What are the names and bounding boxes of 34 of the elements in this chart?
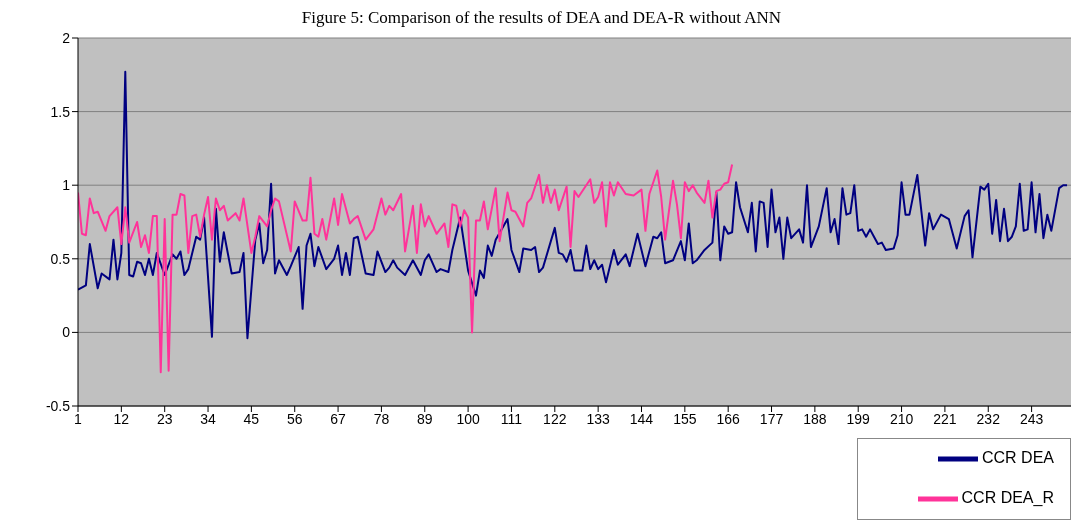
chart-title: Figure 5: Comparison of the results of DEA and DEA-R without ANN <box>301 8 782 27</box>
y-tick-label: 1.5 <box>50 103 71 120</box>
line-series <box>78 70 1069 340</box>
y-tick-label: 0.5 <box>50 250 71 267</box>
x-tick-label: 56 <box>286 410 303 427</box>
x-tick-label: 232 <box>976 410 1001 427</box>
x-tick-label: 199 <box>846 410 871 427</box>
x-tick-label: 144 <box>629 410 654 427</box>
x-tick-label: 78 <box>373 410 390 427</box>
x-tick-label: 45 <box>243 410 260 427</box>
x-tick-label: 89 <box>416 410 433 427</box>
x-tick-label: 1 <box>74 410 83 427</box>
x-tick-label: 23 <box>156 410 173 427</box>
x-tick-label: 133 <box>586 410 611 427</box>
x-tick-label: 210 <box>889 410 914 427</box>
legend-label: CCR DEA <box>981 449 1054 467</box>
y-tick-label: 2 <box>62 29 71 46</box>
line-series <box>78 163 734 374</box>
x-tick-label: 12 <box>113 410 130 427</box>
x-tick-label: 221 <box>933 410 957 427</box>
x-tick-label: 111 <box>500 410 523 427</box>
y-tick-label: 1 <box>62 177 71 194</box>
legend-label: CCR DEA_R <box>961 489 1054 507</box>
x-tick-label: 166 <box>716 410 741 427</box>
x-tick-label: 122 <box>543 410 567 427</box>
x-tick-label: 67 <box>330 410 347 427</box>
x-tick-label: 243 <box>1019 410 1044 427</box>
x-tick-label: 155 <box>673 410 697 427</box>
y-tick-label: -0.5 <box>45 397 71 414</box>
x-tick-label: 177 <box>759 410 784 427</box>
x-tick-label: 34 <box>200 410 217 427</box>
y-tick-label: 0 <box>62 324 71 341</box>
x-tick-label: 100 <box>456 410 480 427</box>
x-tick-label: 188 <box>803 410 827 427</box>
